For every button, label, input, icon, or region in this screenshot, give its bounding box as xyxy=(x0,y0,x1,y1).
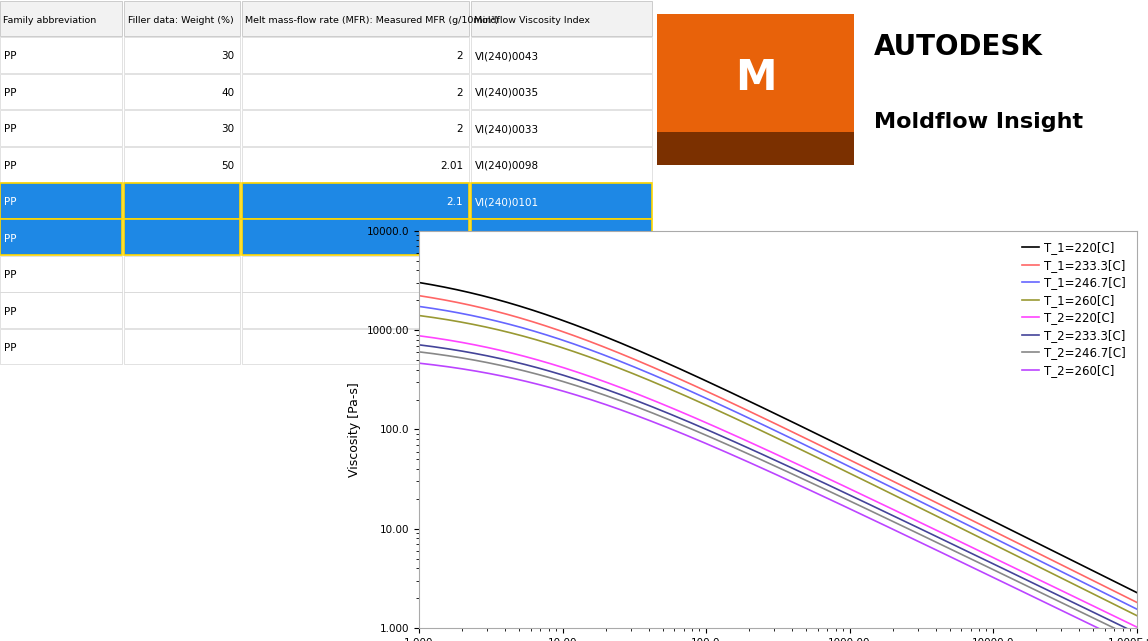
Text: PP: PP xyxy=(3,197,16,207)
FancyBboxPatch shape xyxy=(0,183,123,219)
Text: VI(240)0101: VI(240)0101 xyxy=(475,197,540,207)
FancyBboxPatch shape xyxy=(124,183,240,219)
Text: 2.16: 2.16 xyxy=(440,271,464,280)
FancyBboxPatch shape xyxy=(0,256,123,292)
Text: PP: PP xyxy=(3,306,16,317)
FancyBboxPatch shape xyxy=(242,37,470,73)
FancyBboxPatch shape xyxy=(471,1,652,37)
FancyBboxPatch shape xyxy=(0,329,123,365)
Text: PP: PP xyxy=(3,88,16,98)
Text: VI(240)0035: VI(240)0035 xyxy=(475,88,540,98)
Text: 2.1: 2.1 xyxy=(447,197,464,207)
Text: 30: 30 xyxy=(222,124,234,135)
Text: Filler data: Weight (%): Filler data: Weight (%) xyxy=(127,15,233,24)
Text: AUTODESK: AUTODESK xyxy=(875,33,1044,61)
FancyBboxPatch shape xyxy=(242,1,470,37)
Text: 30: 30 xyxy=(222,51,234,62)
FancyBboxPatch shape xyxy=(124,74,240,110)
FancyBboxPatch shape xyxy=(0,147,123,182)
Text: PP: PP xyxy=(3,343,16,353)
FancyBboxPatch shape xyxy=(471,147,652,182)
FancyBboxPatch shape xyxy=(471,183,652,219)
Text: VI(240)0033: VI(240)0033 xyxy=(475,124,540,135)
FancyBboxPatch shape xyxy=(471,74,652,110)
FancyBboxPatch shape xyxy=(471,329,652,365)
Text: PP: PP xyxy=(3,51,16,62)
FancyBboxPatch shape xyxy=(124,110,240,146)
Text: 40: 40 xyxy=(222,88,234,98)
FancyBboxPatch shape xyxy=(658,14,854,165)
FancyBboxPatch shape xyxy=(242,183,470,219)
Legend: T_1=220[C], T_1=233.3[C], T_1=246.7[C], T_1=260[C], T_2=220[C], T_2=233.3[C], T_: T_1=220[C], T_1=233.3[C], T_1=246.7[C], … xyxy=(1017,237,1131,381)
FancyBboxPatch shape xyxy=(0,110,123,146)
Text: VI(240)0045: VI(240)0045 xyxy=(475,234,540,244)
Text: Moldflow Insight: Moldflow Insight xyxy=(875,112,1084,132)
FancyBboxPatch shape xyxy=(471,219,652,255)
FancyBboxPatch shape xyxy=(242,292,470,328)
Text: 50: 50 xyxy=(222,161,234,171)
FancyBboxPatch shape xyxy=(124,37,240,73)
Text: 2.1: 2.1 xyxy=(447,234,464,244)
FancyBboxPatch shape xyxy=(0,219,123,255)
FancyBboxPatch shape xyxy=(242,74,470,110)
Text: VI(240)0043: VI(240)0043 xyxy=(475,51,540,62)
FancyBboxPatch shape xyxy=(0,74,123,110)
FancyBboxPatch shape xyxy=(124,329,240,365)
Text: PP: PP xyxy=(3,161,16,171)
FancyBboxPatch shape xyxy=(242,256,470,292)
Y-axis label: Viscosity [Pa-s]: Viscosity [Pa-s] xyxy=(348,382,362,477)
FancyBboxPatch shape xyxy=(0,1,123,37)
Text: Moldflow Viscosity Index: Moldflow Viscosity Index xyxy=(474,15,590,24)
FancyBboxPatch shape xyxy=(242,329,470,365)
Text: Melt mass-flow rate (MFR): Measured MFR (g/10min¹): Melt mass-flow rate (MFR): Measured MFR … xyxy=(246,15,499,24)
FancyBboxPatch shape xyxy=(124,292,240,328)
Text: 2.01: 2.01 xyxy=(440,161,464,171)
Text: VI(240)0052: VI(240)0052 xyxy=(475,271,540,280)
Text: PP: PP xyxy=(3,271,16,280)
FancyBboxPatch shape xyxy=(124,219,240,255)
Text: 2: 2 xyxy=(457,51,464,62)
FancyBboxPatch shape xyxy=(471,37,652,73)
Text: 2: 2 xyxy=(457,124,464,135)
FancyBboxPatch shape xyxy=(658,132,854,165)
Text: PP: PP xyxy=(3,124,16,135)
Text: PP: PP xyxy=(3,234,16,244)
FancyBboxPatch shape xyxy=(471,110,652,146)
Text: M: M xyxy=(735,56,776,99)
FancyBboxPatch shape xyxy=(471,256,652,292)
FancyBboxPatch shape xyxy=(124,1,240,37)
FancyBboxPatch shape xyxy=(124,256,240,292)
FancyBboxPatch shape xyxy=(124,147,240,182)
FancyBboxPatch shape xyxy=(471,292,652,328)
Text: Family abbreviation: Family abbreviation xyxy=(3,15,96,24)
Text: 2: 2 xyxy=(457,88,464,98)
FancyBboxPatch shape xyxy=(242,110,470,146)
FancyBboxPatch shape xyxy=(0,37,123,73)
Text: VI(240)0098: VI(240)0098 xyxy=(475,161,540,171)
FancyBboxPatch shape xyxy=(242,219,470,255)
FancyBboxPatch shape xyxy=(242,147,470,182)
FancyBboxPatch shape xyxy=(0,292,123,328)
